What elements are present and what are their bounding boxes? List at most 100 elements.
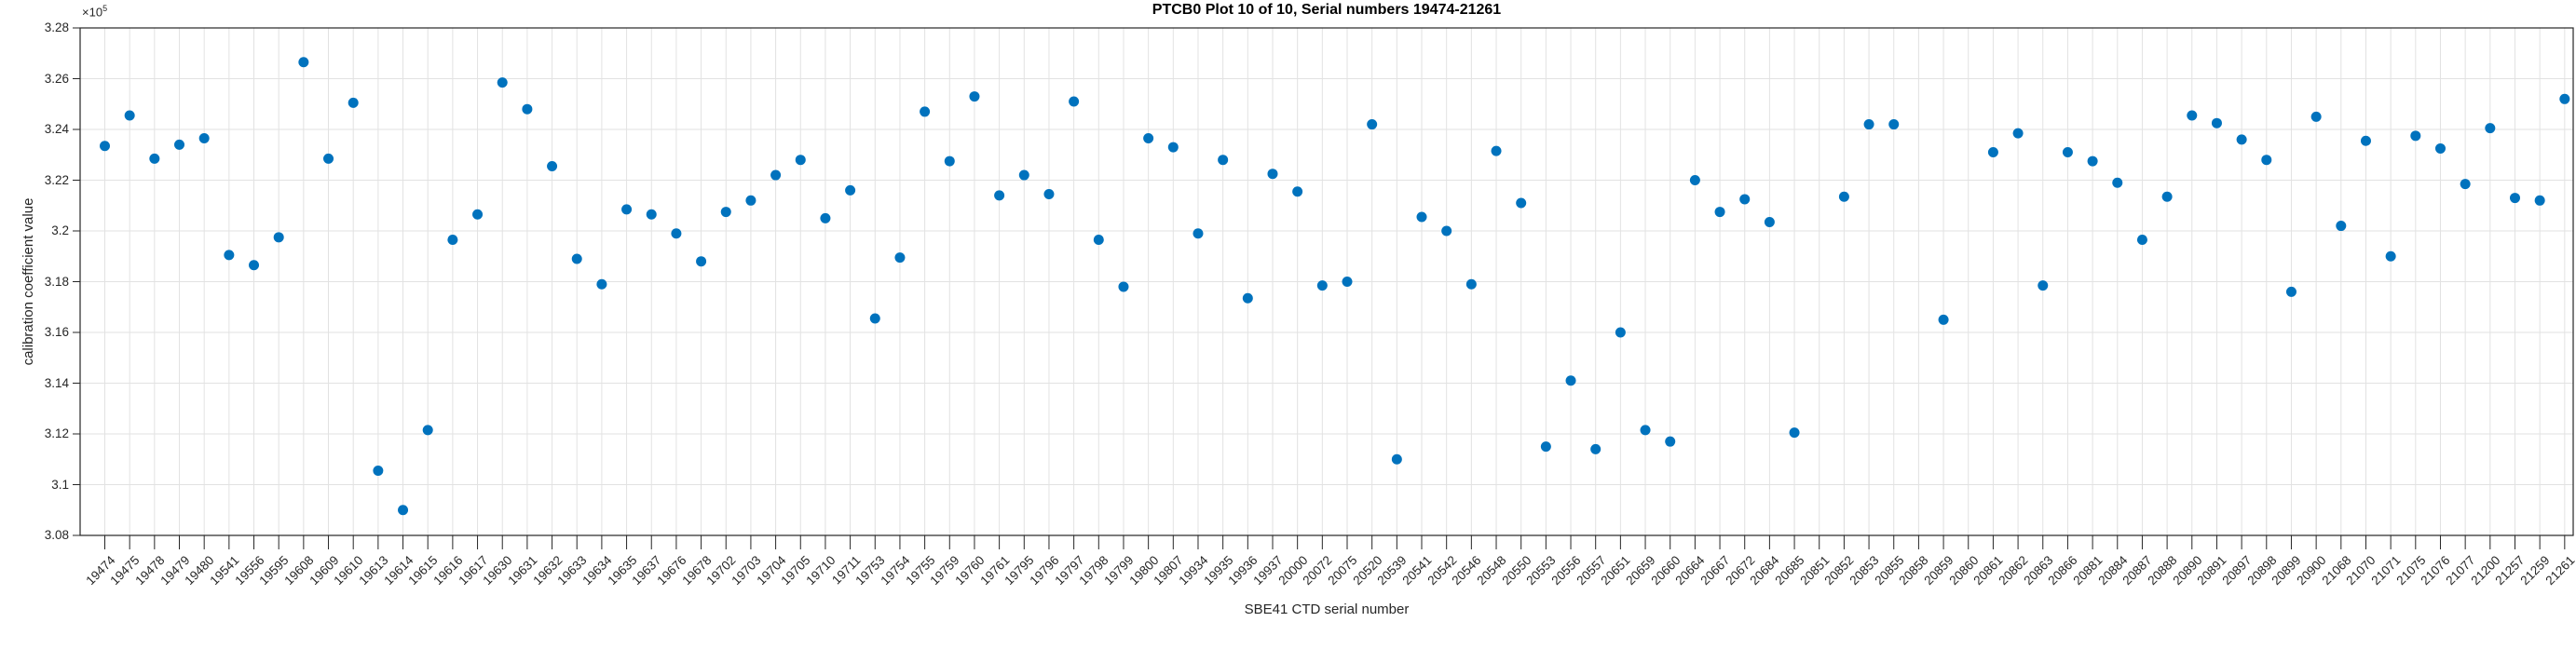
data-point [1465, 278, 1477, 290]
data-point [249, 260, 260, 271]
data-point [720, 207, 731, 218]
data-point [1416, 211, 1427, 223]
data-point [944, 155, 955, 167]
data-point [1367, 119, 1378, 130]
data-point [2559, 93, 2570, 104]
data-point [174, 139, 185, 150]
data-point [2236, 134, 2247, 145]
data-point [497, 77, 508, 88]
data-point [1739, 194, 1751, 205]
data-point [2360, 135, 2371, 146]
data-point [198, 133, 210, 144]
data-point [795, 155, 806, 166]
data-point [224, 250, 235, 261]
y-axis-multiplier: ×105 [82, 4, 108, 20]
data-point [1316, 280, 1328, 291]
y-tick-label: 3.08 [44, 528, 69, 542]
data-point [2062, 147, 2073, 158]
data-point [894, 252, 906, 264]
y-tick-label: 3.1 [51, 477, 69, 492]
data-point [1441, 225, 1452, 237]
data-point [1193, 228, 1204, 239]
data-point [1640, 425, 1651, 436]
data-point [1167, 142, 1179, 153]
data-point [1888, 119, 1900, 130]
y-tick-label: 3.14 [44, 375, 69, 390]
data-point [348, 97, 359, 108]
data-point [373, 466, 384, 477]
data-point [820, 212, 831, 223]
data-point [1143, 133, 1154, 144]
data-point [323, 153, 334, 164]
data-point [1689, 175, 1700, 185]
data-point [1491, 145, 1502, 156]
data-point [920, 106, 931, 117]
data-point [845, 184, 856, 196]
data-point [571, 253, 582, 264]
data-point [969, 91, 980, 102]
data-point [398, 505, 409, 516]
data-point [2485, 123, 2496, 134]
data-point [745, 195, 756, 206]
data-point [2534, 195, 2545, 206]
data-point [2460, 179, 2471, 190]
data-point [994, 190, 1005, 201]
y-tick-label: 3.26 [44, 71, 69, 86]
data-point [2187, 110, 2198, 121]
y-tick-label: 3.12 [44, 426, 69, 440]
data-point [1615, 327, 1626, 338]
data-point [1292, 186, 1303, 197]
data-point [1069, 96, 1080, 107]
data-point [2285, 286, 2297, 297]
data-point [2509, 193, 2520, 204]
data-point [100, 141, 110, 152]
y-tick-label: 3.24 [44, 122, 69, 136]
data-point [2336, 221, 2347, 232]
data-point [1093, 235, 1104, 246]
data-point [2410, 130, 2421, 142]
data-point [2012, 128, 2024, 139]
data-point [2261, 155, 2272, 166]
data-point [1018, 169, 1029, 181]
data-point [124, 110, 135, 121]
data-point [2112, 177, 2123, 188]
x-axis-label: SBE41 CTD serial number [1244, 602, 1410, 617]
data-point [2434, 142, 2446, 154]
data-point [1838, 191, 1849, 202]
data-point [869, 313, 880, 324]
chart-title: PTCB0 Plot 10 of 10, Serial numbers 1947… [1152, 2, 1502, 18]
data-point [1987, 147, 1998, 158]
data-point [2385, 250, 2396, 262]
y-tick-label: 3.18 [44, 274, 69, 289]
data-point [149, 153, 160, 164]
data-point [1764, 216, 1775, 227]
data-point [1590, 443, 1601, 454]
data-point [447, 235, 458, 246]
data-point [522, 103, 533, 115]
data-point [2038, 280, 2049, 291]
data-point [1714, 207, 1725, 218]
data-point [1267, 169, 1278, 180]
data-point [1565, 375, 1576, 386]
data-point [1342, 277, 1353, 287]
data-point [671, 228, 682, 239]
data-point [1242, 292, 1253, 304]
data-point [646, 209, 657, 220]
data-point [596, 278, 607, 290]
data-point [547, 161, 558, 172]
data-point [1391, 453, 1402, 465]
data-point [472, 209, 484, 220]
y-tick-label: 3.28 [44, 20, 69, 34]
chart-canvas [73, 27, 2574, 549]
data-point [1938, 314, 1949, 325]
data-point [1516, 197, 1527, 209]
data-point [2136, 235, 2147, 246]
data-point [2087, 155, 2098, 167]
data-point [1043, 188, 1055, 199]
data-point [298, 57, 309, 68]
data-point [621, 204, 633, 215]
data-point [2211, 117, 2222, 128]
data-point [1218, 155, 1229, 166]
y-tick-label: 3.22 [44, 172, 69, 187]
data-point [1540, 441, 1551, 453]
